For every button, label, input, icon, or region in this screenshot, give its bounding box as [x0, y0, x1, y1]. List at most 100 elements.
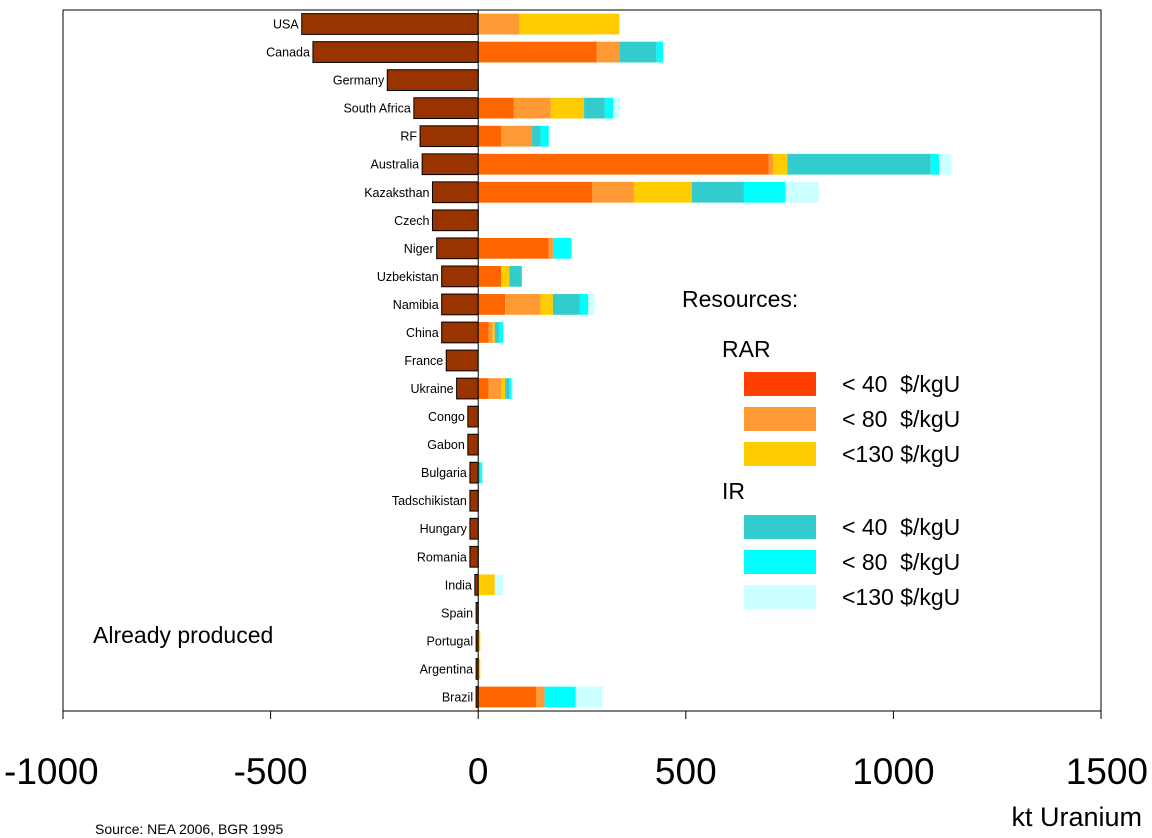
category-label: Tadschikistan — [392, 494, 467, 508]
bar-rar-80-canada — [596, 41, 620, 63]
category-label: Romania — [417, 550, 467, 564]
source-note: Source: NEA 2006, BGR 1995 — [95, 821, 284, 837]
legend-label-rar-80: < 80 $/kgU — [842, 406, 960, 432]
bar-ir-130-brazil — [575, 686, 603, 708]
bar-rar-40-rf — [478, 125, 502, 147]
bar-rar-40-namibia — [478, 294, 506, 315]
bar-rar-40-canada — [478, 41, 597, 63]
bar-ir-130-australia — [939, 153, 952, 175]
bar-rar-80-usa — [478, 13, 520, 35]
category-label: France — [404, 354, 443, 368]
bar-ir-130-kazaksthan — [785, 181, 819, 203]
bar-produced-germany — [386, 69, 479, 91]
category-label: Congo — [428, 410, 465, 424]
bar-rar-130-usa — [519, 13, 620, 35]
bar-rar-130-kazaksthan — [633, 181, 693, 203]
bar-rar-40-ukraine — [478, 378, 489, 399]
bar-ir-40-australia — [787, 153, 931, 175]
x-axis: -1000 -500 0 500 1000 1500 — [4, 711, 1148, 792]
bar-ir-80-south-africa — [604, 97, 614, 119]
bar-produced-gabon — [467, 433, 479, 456]
bar-produced-ukraine — [456, 377, 479, 400]
bar-rar-80-niger — [548, 237, 553, 259]
x-tick-label: 1000 — [852, 751, 934, 792]
bar-rar-130-south-africa — [550, 97, 585, 119]
category-label: Czech — [394, 214, 429, 228]
category-label: China — [406, 326, 439, 340]
legend-label-ir-40: < 40 $/kgU — [842, 514, 960, 540]
category-label: Bulgaria — [421, 466, 467, 480]
bar-produced-niger — [436, 237, 479, 260]
legend: Resources: RAR IR < 40 $/kgU < 80 $/kgU … — [682, 286, 960, 610]
bar-produced-kazaksthan — [432, 181, 479, 204]
bar-rar-130-namibia — [540, 294, 553, 315]
bar-ir-40-china — [494, 322, 499, 343]
bar-ir-40-kazaksthan — [692, 181, 744, 203]
bar-produced-namibia — [441, 293, 479, 316]
bars — [301, 10, 952, 711]
bar-rar-80-ukraine — [488, 378, 502, 399]
category-label: Spain — [441, 606, 473, 620]
bar-rar-40-australia — [478, 153, 769, 175]
bar-produced-tadschikistan — [469, 489, 479, 512]
legend-swatch-ir-130 — [744, 585, 816, 609]
bar-ir-130-india — [494, 574, 504, 596]
plot-area — [62, 9, 1102, 712]
bar-rar-40-kazaksthan — [478, 181, 593, 203]
bar-rar-130-portugal — [478, 630, 481, 652]
category-label: India — [445, 578, 472, 592]
legend-swatch-rar-130 — [744, 442, 816, 466]
category-label: Kazaksthan — [364, 186, 429, 200]
bar-rar-130-india — [478, 574, 495, 596]
bar-ir-130-namibia — [588, 294, 595, 315]
category-label: Portugal — [427, 634, 474, 648]
category-label: Gabon — [427, 438, 465, 452]
bar-produced-france — [445, 349, 479, 372]
bar-rar-130-uzbekistan — [501, 266, 510, 287]
bar-rar-80-namibia — [505, 294, 541, 315]
x-tick-label: 0 — [468, 751, 489, 792]
category-label: Niger — [404, 242, 434, 256]
bar-ir-130-south-africa — [613, 97, 620, 119]
bar-ir-40-canada — [619, 41, 657, 63]
x-tick-label: -1000 — [4, 751, 99, 792]
category-label: Ukraine — [411, 382, 454, 396]
bar-produced-rf — [419, 125, 479, 148]
bar-rar-80-kazaksthan — [592, 181, 634, 203]
bar-ir-130-ukraine — [511, 378, 514, 399]
bar-rar-40-brazil — [478, 686, 537, 708]
x-tick-label: 500 — [655, 751, 717, 792]
bar-rar-130-australia — [772, 153, 788, 175]
x-tick-label: -500 — [234, 751, 308, 792]
x-tick-label: 1500 — [1066, 751, 1148, 792]
bar-rar-130-china — [492, 322, 495, 343]
already-produced-annotation: Already produced — [93, 622, 273, 648]
legend-label-rar-130: <130 $/kgU — [842, 441, 960, 467]
legend-group-ir: IR — [722, 478, 745, 504]
bar-produced-australia — [421, 153, 479, 176]
bar-produced-uzbekistan — [441, 265, 479, 288]
bar-rar-80-brazil — [536, 686, 545, 708]
bar-ir-80-rf — [540, 125, 549, 147]
bar-ir-80-brazil — [544, 686, 576, 708]
category-label: Germany — [333, 74, 385, 88]
bar-produced-usa — [301, 13, 479, 35]
bar-rar-80-china — [488, 322, 493, 343]
category-label: Australia — [371, 158, 420, 172]
x-axis-title: kt Uranium — [1011, 802, 1142, 832]
category-label: Argentina — [420, 662, 474, 676]
legend-group-rar: RAR — [722, 336, 771, 362]
bar-ir-40-namibia — [552, 294, 580, 315]
legend-swatch-ir-80 — [744, 550, 816, 574]
bar-ir-40-uzbekistan — [509, 266, 522, 287]
legend-title: Resources: — [682, 286, 798, 312]
bar-ir-80-canada — [656, 41, 663, 63]
legend-swatch-rar-40 — [744, 372, 816, 396]
bar-produced-south-africa — [413, 97, 479, 120]
bar-ir-80-niger — [552, 237, 572, 259]
category-label: South Africa — [343, 102, 410, 116]
bar-produced-hungary — [469, 517, 479, 540]
bar-produced-bulgaria — [469, 461, 479, 484]
bar-ir-80-namibia — [579, 294, 589, 315]
legend-label-ir-80: < 80 $/kgU — [842, 549, 960, 575]
